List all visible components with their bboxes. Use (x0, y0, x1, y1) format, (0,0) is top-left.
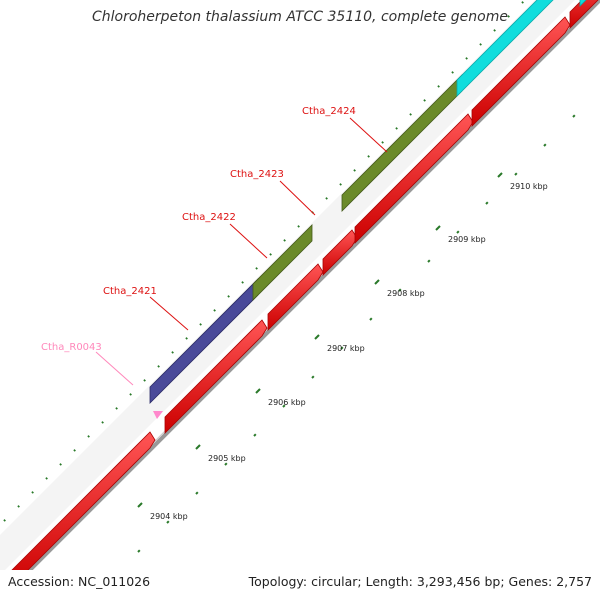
upper-dotted-scale (269, 253, 272, 256)
gene-label: Ctha_2423 (230, 169, 284, 180)
lower-dotted-scale (398, 288, 402, 292)
rna-feature-ctha-r0043 (153, 411, 163, 419)
footer-bar (0, 570, 600, 600)
upper-dotted-scale (297, 225, 300, 228)
upper-dotted-scale (423, 99, 426, 102)
upper-dotted-scale (283, 239, 286, 242)
upper-dotted-scale (465, 57, 468, 60)
upper-dotted-scale (213, 309, 216, 312)
upper-dotted-scale (381, 141, 384, 144)
upper-dotted-scale (227, 295, 230, 298)
cds-arrow-6 (569, 0, 599, 29)
lower-dotted-scale (340, 346, 344, 350)
cds-arrow-1 (164, 319, 268, 434)
lower-dotted-scale (311, 375, 315, 379)
gene-bar-ctha-2422 (252, 224, 313, 301)
map-title: Chloroherpeton thalassium ATCC 35110, co… (92, 9, 508, 25)
kbp-tick-mark (137, 502, 143, 508)
upper-dotted-scale (255, 267, 258, 270)
kbp-label: 2905 kbp (208, 454, 246, 463)
cds-arrow-5 (471, 16, 571, 127)
upper-dotted-scale (17, 505, 20, 508)
lower-dotted-scale (572, 114, 576, 118)
upper-dotted-scale (241, 281, 244, 284)
upper-dotted-scale (325, 197, 328, 200)
upper-dotted-scale (451, 71, 454, 74)
lower-dotted-scale (485, 201, 489, 205)
gene-label: Ctha_R0043 (41, 342, 102, 353)
upper-dotted-scale (507, 15, 510, 18)
lower-dotted-scale (427, 259, 431, 263)
gene-label-leader (279, 180, 316, 216)
upper-dotted-scale (101, 421, 104, 424)
upper-dotted-scale (157, 365, 160, 368)
upper-dotted-scale (171, 351, 174, 354)
upper-dotted-scale (409, 113, 412, 116)
upper-dotted-scale (31, 491, 34, 494)
gene-bar-top (579, 0, 587, 7)
upper-dotted-scale (199, 323, 202, 326)
lower-dotted-scale (253, 433, 257, 437)
kbp-tick-mark (497, 172, 503, 178)
upper-dotted-scale (87, 435, 90, 438)
kbp-label: 2908 kbp (387, 289, 425, 298)
topology-text: Topology: circular; Length: 3,293,456 bp… (248, 574, 592, 589)
gene-label: Ctha_2424 (302, 106, 356, 117)
lower-dotted-scale (369, 317, 373, 321)
lower-dotted-scale (224, 462, 228, 466)
lower-dotted-scale (543, 143, 547, 147)
kbp-label: 2904 kbp (150, 512, 188, 521)
upper-dotted-scale (143, 379, 146, 382)
lower-dotted-scale (166, 520, 170, 524)
upper-dotted-scale (3, 519, 6, 522)
upper-dotted-scale (45, 477, 48, 480)
kbp-tick-mark (374, 279, 380, 285)
upper-dotted-scale (185, 337, 188, 340)
upper-dotted-scale (479, 43, 482, 46)
upper-dotted-scale (521, 1, 524, 4)
gene-label: Ctha_2422 (182, 212, 236, 223)
track-bg (0, 0, 575, 575)
kbp-tick-mark (314, 334, 320, 340)
upper-dotted-scale (115, 407, 118, 410)
gene-label: Ctha_2421 (103, 286, 157, 297)
cds-arrow-2 (267, 263, 324, 331)
gene-label-leader (95, 351, 134, 386)
upper-dotted-scale (339, 183, 342, 186)
kbp-tick-mark (435, 225, 441, 231)
upper-dotted-scale (437, 85, 440, 88)
cds-arrow-4 (354, 113, 474, 244)
kbp-label: 2906 kbp (268, 398, 306, 407)
kbp-tick-mark (195, 444, 201, 450)
lower-dotted-scale (514, 172, 518, 176)
kbp-tick-mark (255, 388, 261, 394)
accession-text: Accession: NC_011026 (8, 574, 151, 589)
upper-dotted-scale (129, 393, 132, 396)
upper-dotted-scale (353, 169, 356, 172)
lower-dotted-scale (456, 230, 460, 234)
gene-bar-ctha-2425 (456, 0, 554, 97)
lower-dotted-scale (137, 549, 141, 553)
kbp-label: 2909 kbp (448, 235, 486, 244)
upper-dotted-scale (73, 449, 76, 452)
gene-label-leader (229, 223, 268, 259)
kbp-label: 2907 kbp (327, 344, 365, 353)
lower-dotted-scale (195, 491, 199, 495)
kbp-label: 2910 kbp (510, 182, 548, 191)
lower-dotted-scale (282, 404, 286, 408)
gene-label-leader (149, 296, 189, 331)
upper-dotted-scale (59, 463, 62, 466)
upper-dotted-scale (367, 155, 370, 158)
upper-dotted-scale (493, 29, 496, 32)
cds-arrow-3 (322, 229, 358, 276)
upper-dotted-scale (395, 127, 398, 130)
gene-label-leader (349, 117, 388, 153)
